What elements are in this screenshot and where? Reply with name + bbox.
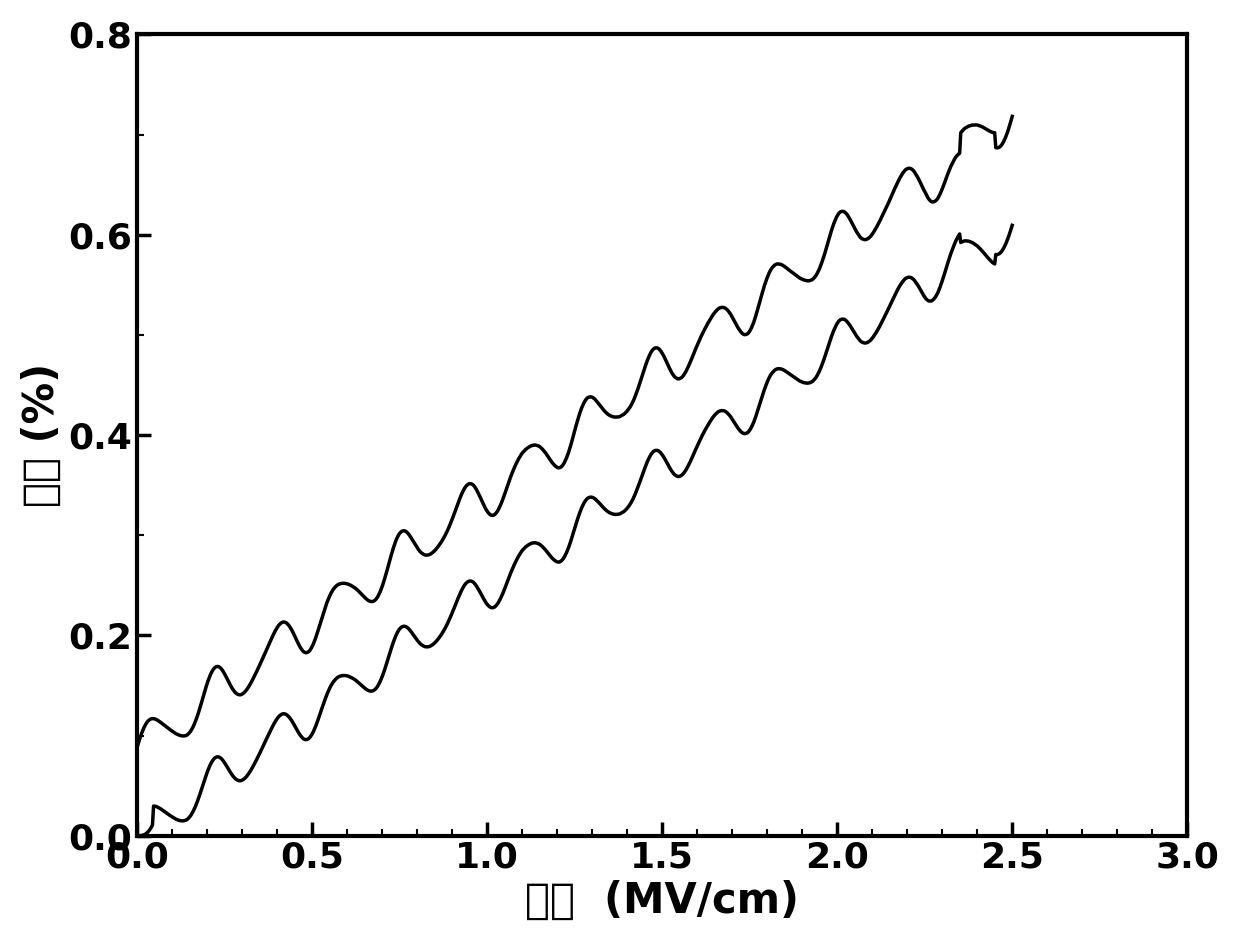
X-axis label: 电场  (MV/cm): 电场 (MV/cm) <box>526 880 799 922</box>
Y-axis label: 应变 (%): 应变 (%) <box>21 363 63 507</box>
